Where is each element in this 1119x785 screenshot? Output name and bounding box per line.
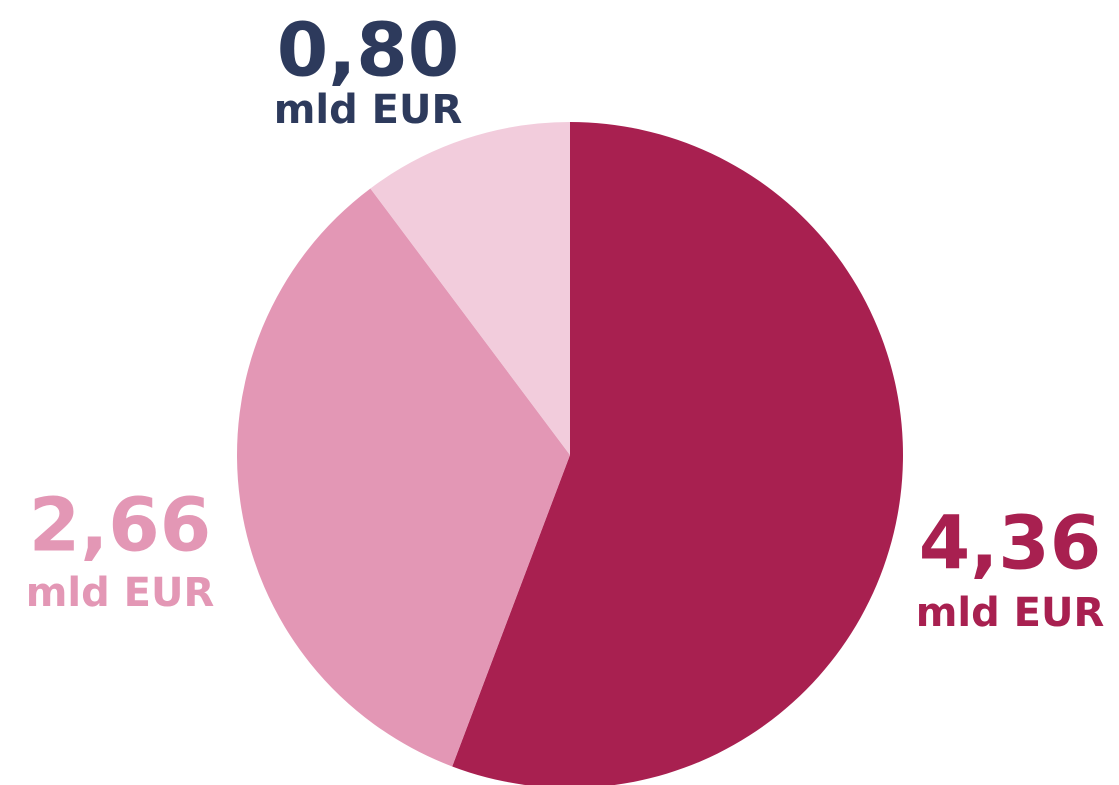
unit-label: mld EUR	[26, 570, 215, 616]
unit-label: mld EUR	[274, 87, 463, 133]
value-label: 2,66	[29, 483, 212, 569]
unit-label: mld EUR	[916, 590, 1105, 636]
value-label: 0,80	[277, 8, 460, 94]
pie-slice	[370, 122, 570, 455]
pie-slice	[452, 122, 903, 785]
value-label: 4,36	[919, 501, 1102, 587]
pie-slice	[237, 188, 570, 767]
